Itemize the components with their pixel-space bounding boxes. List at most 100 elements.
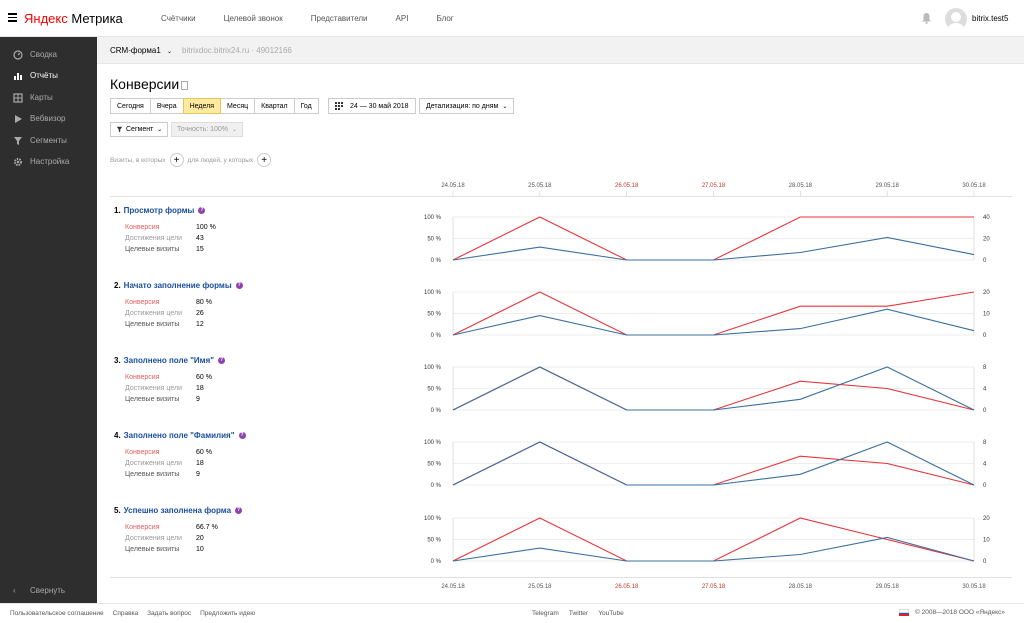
y-tick-label-right: 8	[983, 440, 987, 446]
sidebar-collapse-button[interactable]: ‹ Свернуть	[0, 586, 97, 595]
y-tick-label-right: 10	[983, 312, 990, 318]
goal-title: 3. Заполнено поле "Имя"?	[114, 356, 414, 365]
sidebar-collapse-label: Свернуть	[30, 586, 66, 595]
period-selector: Сегодня Вчера Неделя Месяц Квартал Год	[110, 98, 319, 114]
sidebar-item-summary[interactable]: Сводка	[0, 44, 97, 65]
add-visit-filter-button[interactable]: +	[169, 153, 184, 167]
goal-block: 1. Просмотр формы? Конверсия 100 % Достижени…	[114, 206, 414, 253]
y-tick-label-left: 50 %	[427, 387, 441, 393]
sidebar-item-reports[interactable]: Отчёты	[0, 65, 97, 86]
y-tick-label-right: 4	[983, 462, 987, 468]
sidebar: Сводка Отчёты Карты Вебвизор Сегменты На…	[0, 37, 97, 603]
segment-button[interactable]: Сегмент ⌄	[110, 122, 169, 137]
y-tick-label-right: 4	[983, 387, 987, 393]
nav-target-call[interactable]: Целевой звонок	[223, 14, 283, 23]
visits-value: 15	[196, 246, 204, 253]
nav-representatives[interactable]: Представители	[310, 14, 368, 23]
conversion-label: Конверсия	[125, 299, 160, 306]
menu-icon[interactable]	[8, 13, 17, 22]
sidebar-item-settings[interactable]: Настройка	[0, 151, 97, 172]
y-tick-label-left: 0 %	[431, 559, 442, 565]
footer-link-help[interactable]: Справка	[112, 610, 139, 617]
goal-name-link[interactable]: Заполнено поле "Имя"	[123, 356, 215, 365]
gauge-icon	[13, 49, 23, 60]
conversion-label: Конверсия	[125, 449, 160, 456]
nav-counters[interactable]: Счётчики	[161, 14, 196, 23]
language-flag-icon[interactable]	[899, 609, 909, 617]
y-tick-label-left: 100 %	[424, 290, 442, 296]
conversion-charts: 24.05.18 25.05.18 26.05.18 27.05.18 28.05.18…	[424, 183, 990, 590]
footer-link-youtube[interactable]: YouTube	[598, 610, 624, 617]
sidebar-item-label: Сводка	[30, 50, 58, 59]
detail-select[interactable]: Детализация: по дням ⌄	[419, 98, 515, 114]
bar-chart-icon	[13, 71, 23, 81]
goal-number: 2.	[114, 281, 121, 290]
sidebar-item-webvisor[interactable]: Вебвизор	[0, 108, 97, 129]
footer-link-twitter[interactable]: Twitter	[568, 610, 589, 617]
goal-block: 2. Начато заполнение формы? Конверсия 80 % Д…	[114, 281, 414, 328]
nav-api[interactable]: API	[395, 14, 409, 23]
counter-select[interactable]: CRM-форма1 ⌄	[110, 46, 173, 55]
logo[interactable]: Яндекс Метрика	[24, 11, 123, 26]
avatar[interactable]	[945, 8, 967, 30]
goal-block: 3. Заполнено поле "Имя"? Конверсия 60 % Дост…	[114, 356, 414, 403]
filter-icon	[116, 126, 123, 133]
help-icon[interactable]: ?	[218, 357, 226, 364]
bookmark-icon[interactable]	[181, 81, 188, 90]
help-icon[interactable]: ?	[198, 207, 206, 214]
date-tick-label: 27.05.18	[702, 183, 726, 189]
date-tick-label: 27.05.18	[702, 584, 726, 590]
date-tick-label: 24.05.18	[441, 183, 465, 189]
sidebar-item-segments[interactable]: Сегменты	[0, 130, 97, 151]
goal-name-link[interactable]: Заполнено поле "Фамилия"	[123, 431, 235, 440]
visits-label: Целевые визиты	[125, 246, 180, 253]
conversion-label: Конверсия	[125, 524, 160, 531]
chevron-left-icon: ‹	[13, 586, 16, 595]
help-icon[interactable]: ?	[238, 432, 246, 439]
footer-link-idea[interactable]: Предложить идею	[200, 610, 256, 617]
period-year[interactable]: Год	[293, 98, 319, 114]
footer-link-ask[interactable]: Задать вопрос	[147, 610, 192, 617]
username[interactable]: bitrix.test5	[972, 14, 1009, 23]
goal-name-link[interactable]: Просмотр формы	[123, 206, 195, 215]
period-today[interactable]: Сегодня	[110, 98, 151, 114]
visits-label: Целевые визиты	[125, 471, 180, 478]
page-title: Конверсии	[110, 76, 180, 92]
help-icon[interactable]: ?	[235, 282, 243, 289]
chevron-down-icon: ⌄	[502, 103, 508, 110]
period-week[interactable]: Неделя	[182, 98, 222, 114]
sidebar-item-label: Вебвизор	[30, 114, 66, 123]
date-tick-label: 30.05.18	[962, 584, 986, 590]
y-tick-label-left: 100 %	[424, 516, 442, 522]
reaches-label: Достижения цели	[125, 385, 183, 392]
y-tick-label-right: 0	[983, 559, 987, 565]
visits-line	[452, 536, 975, 562]
goal-title: 4. Заполнено поле "Фамилия"?	[114, 431, 414, 440]
y-tick-label-left: 0 %	[431, 258, 442, 264]
accuracy-select[interactable]: Точность: 100% ⌄	[171, 122, 244, 137]
add-people-filter-button[interactable]: +	[257, 153, 272, 167]
chevron-down-icon: ⌄	[232, 127, 238, 133]
conversion-label: Конверсия	[125, 224, 160, 231]
visits-value: 9	[196, 396, 200, 403]
y-tick-label-left: 0 %	[431, 483, 442, 489]
help-icon[interactable]: ?	[235, 507, 243, 514]
play-icon	[13, 114, 23, 124]
date-tick-label: 29.05.18	[875, 584, 899, 590]
goal-name-link[interactable]: Успешно заполнена форма	[123, 506, 232, 515]
goal-title: 1. Просмотр формы?	[114, 206, 414, 215]
bell-icon[interactable]	[921, 12, 932, 24]
footer-link-telegram[interactable]: Telegram	[532, 610, 559, 617]
date-tick-label: 28.05.18	[789, 584, 813, 590]
goal-name-link[interactable]: Начато заполнение формы	[123, 281, 232, 290]
chevron-down-icon: ⌄	[157, 127, 163, 133]
visits-label: Целевые визиты	[125, 321, 180, 328]
sidebar-item-maps[interactable]: Карты	[0, 87, 97, 108]
date-range-button[interactable]: 24 — 30 май 2018	[328, 98, 416, 114]
nav-blog[interactable]: Блог	[436, 14, 454, 23]
sidebar-item-label: Сегменты	[30, 136, 67, 145]
conversion-value: 66.7 %	[196, 524, 218, 531]
footer-link-agreement[interactable]: Пользовательское соглашение	[10, 610, 104, 617]
y-tick-label-left: 50 %	[427, 538, 441, 544]
top-nav: Счётчики Целевой звонок Представители AP…	[161, 14, 482, 23]
